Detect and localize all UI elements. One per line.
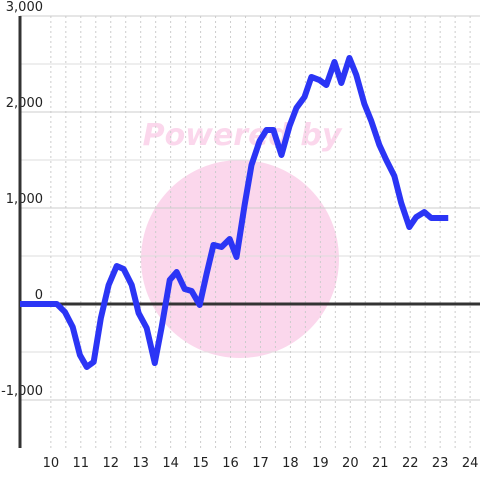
y-tick-label: -1,000 [1, 384, 43, 399]
x-tick-label: 24 [462, 456, 479, 471]
y-tick-label: 1,000 [6, 192, 43, 207]
line [20, 54, 449, 370]
x-tick-label: 23 [432, 456, 449, 471]
x-tick-label: 12 [102, 456, 119, 471]
x-tick-label: 10 [43, 456, 60, 471]
watermark-circle [141, 160, 339, 358]
x-tick-label: 18 [282, 456, 299, 471]
x-tick-label: 11 [73, 456, 90, 471]
y-tick-label: 2,000 [6, 96, 43, 111]
x-tick-label: 20 [342, 456, 359, 471]
y-tick-label: 3,000 [6, 0, 43, 15]
x-tick-label: 22 [402, 456, 419, 471]
x-tick-label: 17 [252, 456, 269, 471]
watermark-text: Powered by [143, 118, 343, 153]
x-tick-label: 14 [162, 456, 179, 471]
watermark: Powered by [141, 118, 343, 358]
y-tick-label: 0 [35, 288, 43, 303]
x-tick-label: 16 [222, 456, 239, 471]
x-tick-label: 19 [312, 456, 329, 471]
x-tick-label: 13 [132, 456, 149, 471]
x-tick-label: 15 [192, 456, 209, 471]
x-tick-label: 21 [372, 456, 389, 471]
